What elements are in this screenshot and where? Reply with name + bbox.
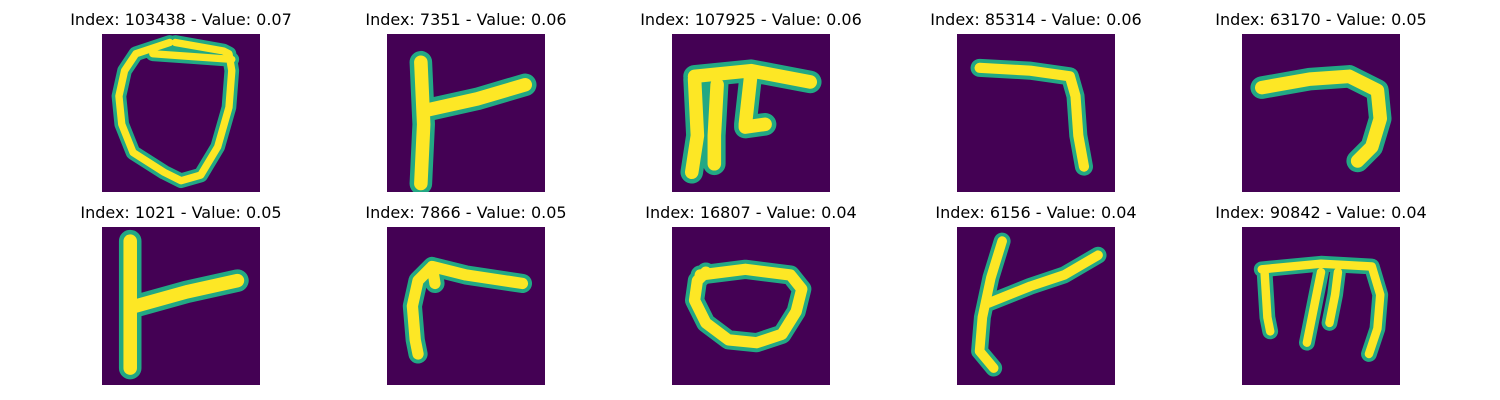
panel-title: Index: 63170 - Value: 0.05 bbox=[1201, 10, 1441, 30]
panel-title: Index: 6156 - Value: 0.04 bbox=[916, 203, 1156, 223]
image-panel: Index: 63170 - Value: 0.05 bbox=[1201, 10, 1441, 190]
panel-title: Index: 107925 - Value: 0.06 bbox=[631, 10, 871, 30]
glyph-image bbox=[1242, 227, 1400, 385]
panel-title: Index: 1021 - Value: 0.05 bbox=[61, 203, 301, 223]
glyph-image bbox=[957, 227, 1115, 385]
panel-title: Index: 7866 - Value: 0.05 bbox=[346, 203, 586, 223]
glyph-image bbox=[102, 34, 260, 192]
image-panel: Index: 16807 - Value: 0.04 bbox=[631, 203, 871, 383]
glyph-image bbox=[1242, 34, 1400, 192]
image-panel: Index: 1021 - Value: 0.05 bbox=[61, 203, 301, 383]
panel-title: Index: 90842 - Value: 0.04 bbox=[1201, 203, 1441, 223]
glyph-image bbox=[102, 227, 260, 385]
image-panel: Index: 85314 - Value: 0.06 bbox=[916, 10, 1156, 190]
glyph-image bbox=[672, 227, 830, 385]
panel-title: Index: 85314 - Value: 0.06 bbox=[916, 10, 1156, 30]
glyph-image bbox=[672, 34, 830, 192]
image-panel: Index: 107925 - Value: 0.06 bbox=[631, 10, 871, 190]
panel-title: Index: 16807 - Value: 0.04 bbox=[631, 203, 871, 223]
glyph-image bbox=[387, 227, 545, 385]
image-panel: Index: 7866 - Value: 0.05 bbox=[346, 203, 586, 383]
glyph-image bbox=[957, 34, 1115, 192]
image-panel: Index: 6156 - Value: 0.04 bbox=[916, 203, 1156, 383]
panel-title: Index: 103438 - Value: 0.07 bbox=[61, 10, 301, 30]
glyph-image bbox=[387, 34, 545, 192]
image-panel: Index: 7351 - Value: 0.06 bbox=[346, 10, 586, 190]
panel-title: Index: 7351 - Value: 0.06 bbox=[346, 10, 586, 30]
image-panel: Index: 90842 - Value: 0.04 bbox=[1201, 203, 1441, 383]
image-panel: Index: 103438 - Value: 0.07 bbox=[61, 10, 301, 190]
